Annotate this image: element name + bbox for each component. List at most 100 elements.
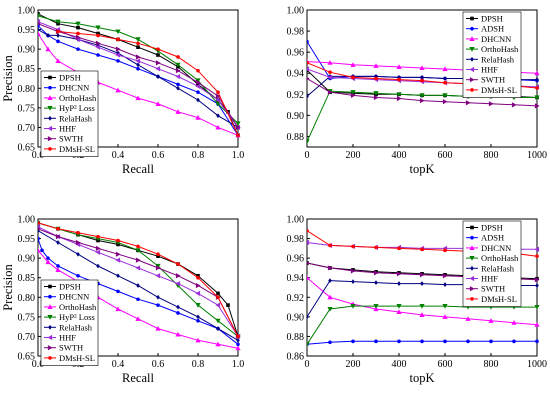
data-point [442,314,448,319]
x-tick-label: 1.0 [232,150,245,161]
data-point [327,89,333,95]
y-tick-label: 0.90 [18,45,36,56]
data-point [511,102,517,108]
data-point [40,248,44,253]
data-point [176,262,180,266]
data-point [38,221,40,225]
data-point [55,19,61,25]
legend-marker [470,225,474,230]
series-line [38,33,239,136]
data-point [136,283,140,288]
y-tick-label: 0.94 [287,273,305,284]
x-axis-title: topK [410,162,435,176]
data-point [215,341,221,347]
data-point [235,121,241,127]
legend-marker [48,115,52,121]
data-point [442,304,448,309]
data-point [307,275,310,280]
data-point [328,243,332,248]
data-point [420,247,424,252]
x-axis-title: Recall [122,371,154,385]
y-tick-label: 0.80 [18,293,36,304]
y-tick-label: 0.90 [287,312,305,323]
data-point [226,303,230,307]
data-point [175,273,181,279]
data-point [307,77,310,80]
data-point [488,101,494,107]
x-tick-label: 200 [346,359,361,370]
legend-marker [470,235,474,240]
data-point [76,273,80,278]
data-point [396,271,402,277]
series-adsh [307,339,539,347]
data-point [419,65,425,71]
legend: DPSHADSHDHCNNOrthoHashRelaHashHHFSWTHDMs… [462,220,522,307]
x-tick-label: 0.6 [152,359,165,370]
data-point [155,326,161,331]
legend-label: HHF [59,124,76,134]
data-point [38,13,41,19]
x-tick-label: 800 [484,150,499,161]
legend-label: DMsH-SL [481,294,517,304]
data-point [135,248,141,253]
data-point [136,66,140,71]
data-point [350,62,356,67]
plot-frame [37,9,239,148]
data-point [373,306,379,312]
legend-label: HHF [481,65,498,75]
series-swth [38,22,241,131]
legend-label: HyP² Loss [59,312,95,322]
x-tick-label: 200 [346,150,361,161]
data-point [55,267,61,272]
y-tick-label: 0.88 [287,332,305,343]
data-point [116,289,120,294]
data-point [420,75,424,80]
legend-box [462,220,522,307]
data-point [156,252,160,257]
data-point [155,273,161,279]
legend-box [462,11,522,98]
data-point [307,314,309,320]
legend-marker [470,16,474,21]
data-point [373,91,379,96]
series-line [38,249,239,349]
legend-label: RelaHash [59,113,93,123]
legend-marker [48,294,52,299]
data-point [75,21,81,27]
data-point [155,263,161,269]
legend-marker [48,356,52,360]
data-point [236,133,240,138]
y-tick-label: 0.80 [18,84,36,95]
series-dhcnn [38,236,240,347]
x-tick-label: 400 [392,359,407,370]
data-point [76,31,80,36]
y-tick-label: 1.00 [287,6,305,17]
data-point [396,304,402,309]
data-point [115,306,121,312]
y-axis-title: Precision [1,263,15,310]
legend-marker [48,75,52,80]
data-point [215,97,221,103]
data-point [419,312,425,317]
data-point [443,282,447,287]
series-line [38,25,239,136]
data-point [155,101,161,107]
legend-label: DPSH [59,73,81,83]
data-point [38,30,41,36]
data-point [236,334,240,339]
data-point [136,62,140,68]
data-point [307,228,309,233]
legend-marker [469,275,475,282]
legend-label: DMsH-SL [59,144,95,154]
data-point [488,318,494,323]
data-point [76,230,80,235]
data-point [45,46,51,52]
y-tick-label: 0.92 [287,90,305,101]
data-point [328,340,332,345]
legend-marker [47,315,53,320]
data-point [534,95,540,101]
legend-label: RelaHash [481,263,515,273]
legend-label: DHCNN [59,83,89,93]
